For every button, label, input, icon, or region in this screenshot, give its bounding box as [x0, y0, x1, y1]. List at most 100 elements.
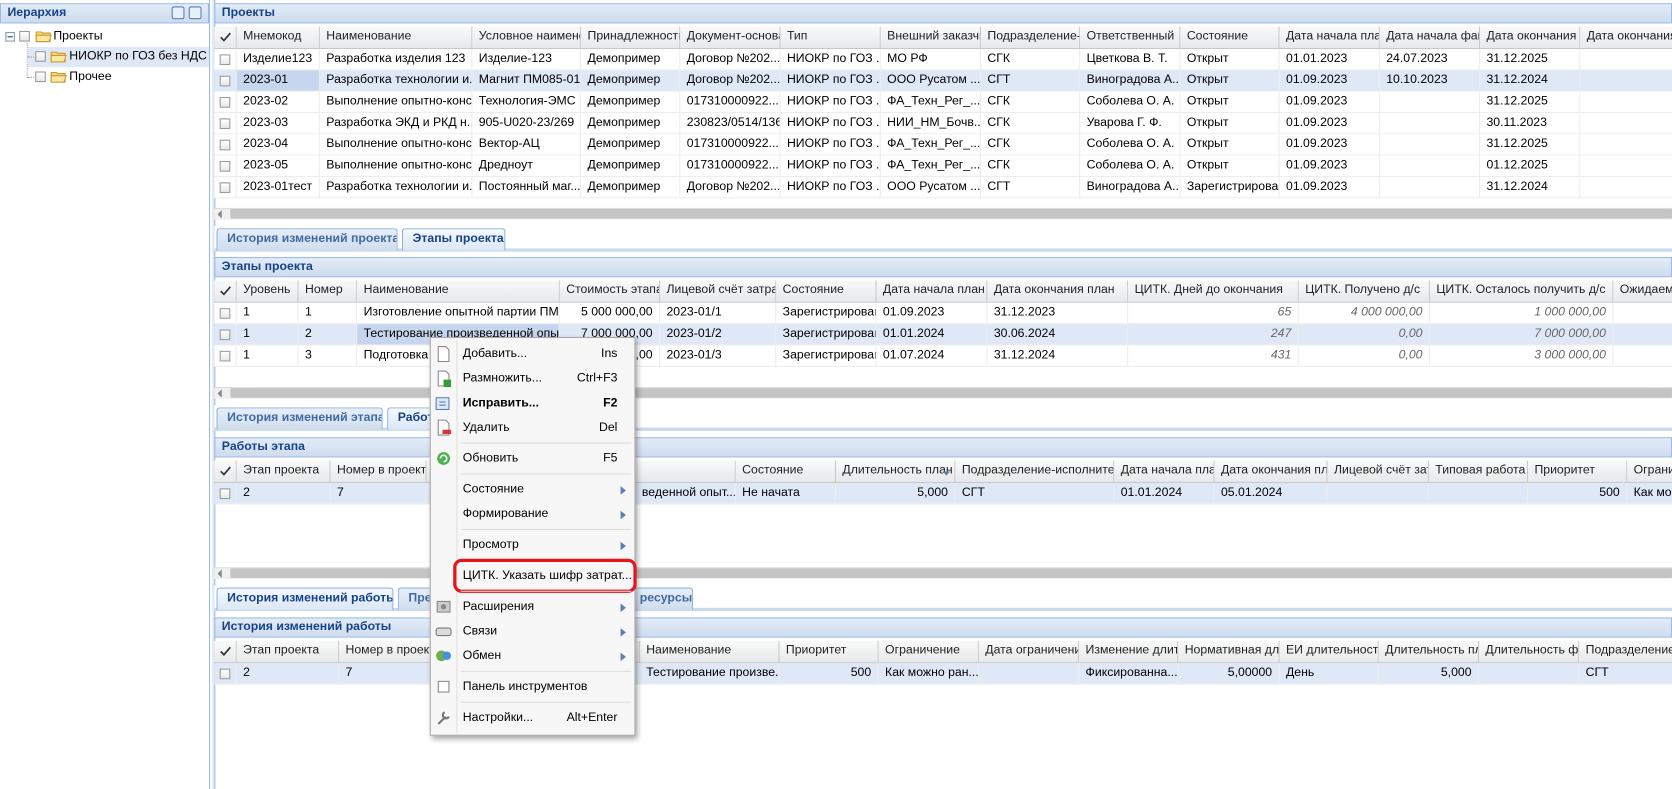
tab[interactable]: История изменений проекта: [216, 228, 398, 251]
column-header[interactable]: Лицевой счёт затр: [1327, 460, 1429, 484]
column-header[interactable]: Стоимость этапа: [559, 280, 661, 303]
row-checkbox[interactable]: [219, 182, 231, 194]
column-header[interactable]: Наименование: [357, 280, 560, 303]
column-header[interactable]: Длительность план: [836, 460, 956, 484]
tree-checkbox[interactable]: [35, 51, 46, 62]
menu-item[interactable]: Связи: [431, 620, 635, 645]
collapse-button[interactable]: [188, 6, 202, 20]
column-header[interactable]: Состояние: [735, 460, 837, 484]
menu-item[interactable]: Настройки... Alt+Enter: [431, 706, 635, 731]
column-header[interactable]: Ограни: [1627, 460, 1672, 484]
grid-row[interactable]: [214, 155, 1672, 178]
tree-checkbox[interactable]: [35, 71, 46, 83]
grid-row[interactable]: [214, 91, 1672, 114]
column-header[interactable]: Условное наименова: [472, 26, 582, 50]
row-checkbox[interactable]: [219, 75, 231, 87]
column-header[interactable]: Дата начала план.: [1279, 26, 1380, 50]
column-header[interactable]: Наименование: [319, 26, 473, 50]
menu-item[interactable]: Добавить... Ins: [431, 342, 635, 367]
tree-node-label[interactable]: Проекты: [53, 29, 103, 43]
menu-item[interactable]: Панель инструментов: [431, 675, 635, 700]
tab[interactable]: История изменений этапа: [216, 407, 383, 430]
column-header[interactable]: Номер: [298, 280, 358, 303]
scrollbar-thumb[interactable]: [230, 209, 1672, 219]
column-header[interactable]: Типовая работа: [1428, 460, 1529, 484]
column-header[interactable]: Документ-основан: [680, 26, 781, 50]
tree-node-label[interactable]: НИОКР по ГОЗ без НДС: [69, 50, 207, 63]
scrollbar-thumb[interactable]: [230, 388, 1672, 398]
row-checkbox[interactable]: [219, 161, 231, 172]
row-checkbox[interactable]: [219, 329, 231, 341]
column-header[interactable]: Приоритет: [1528, 460, 1628, 484]
menu-item[interactable]: Размножить... Ctrl+F3: [431, 367, 635, 392]
menu-item[interactable]: Обновить F5: [431, 447, 635, 472]
column-header[interactable]: Ограничение: [878, 640, 979, 664]
scrollbar-arrow[interactable]: [217, 569, 222, 578]
column-header[interactable]: Дата окончания пл: [1480, 26, 1581, 50]
scrollbar-thumb[interactable]: [230, 568, 1672, 578]
menu-item[interactable]: Просмотр: [431, 533, 635, 558]
column-header[interactable]: Этап проекта: [236, 460, 331, 484]
row-checkbox[interactable]: [219, 54, 231, 66]
tab[interactable]: Этапы проекта: [402, 228, 506, 251]
column-header[interactable]: ЕИ длительности: [1279, 640, 1379, 664]
column-header[interactable]: Состояние: [776, 280, 877, 303]
column-header[interactable]: Этап проекта: [236, 640, 340, 664]
grid-row[interactable]: [214, 70, 1672, 92]
column-header[interactable]: ЦИТК. Дней до окончания: [1128, 280, 1299, 303]
expand-button[interactable]: [171, 6, 185, 20]
column-header[interactable]: Дата начала план: [876, 280, 988, 303]
column-header[interactable]: Дата окончания план: [987, 280, 1129, 303]
column-header[interactable]: Мнемокод: [236, 26, 320, 50]
menu-item[interactable]: ЦИТК. Указать шифр затрат...: [431, 558, 637, 593]
column-header[interactable]: [635, 460, 736, 484]
grid-row[interactable]: [214, 49, 1672, 71]
column-header[interactable]: Лицевой счёт затрат: [660, 280, 777, 303]
scrollbar-arrow[interactable]: [217, 210, 222, 219]
row-checkbox[interactable]: [219, 488, 231, 500]
tab[interactable]: ресурсы: [629, 587, 694, 610]
column-header[interactable]: Тип: [780, 26, 881, 50]
column-header[interactable]: Дата окончания: [1580, 26, 1672, 50]
tab[interactable]: История изменений работы: [216, 587, 394, 610]
row-checkbox[interactable]: [219, 97, 231, 108]
column-header[interactable]: Номер в проекте: [339, 640, 438, 664]
column-header[interactable]: Наименование: [639, 640, 780, 664]
column-header[interactable]: Изменение длител: [1079, 640, 1179, 664]
grid-row[interactable]: [214, 113, 1672, 135]
menu-item[interactable]: Обмен: [431, 644, 635, 669]
column-header[interactable]: Внешний заказчик: [880, 26, 982, 50]
grid-row[interactable]: [214, 302, 1672, 325]
column-header[interactable]: Приоритет: [779, 640, 879, 664]
column-header[interactable]: Подразделение-исполнитель...: [955, 460, 1115, 484]
row-checkbox[interactable]: [219, 668, 231, 680]
column-header[interactable]: Дата начала факт: [1379, 26, 1481, 50]
column-header[interactable]: Уровень: [236, 280, 299, 303]
column-header[interactable]: Нормативная длит: [1178, 640, 1280, 664]
column-header[interactable]: Длительность фак: [1478, 640, 1580, 664]
column-header[interactable]: Подразделение-и: [1579, 640, 1672, 664]
column-header[interactable]: Принадлежность: [581, 26, 681, 50]
row-checkbox[interactable]: [219, 308, 231, 319]
menu-item[interactable]: Исправить... F2: [431, 391, 635, 416]
row-checkbox[interactable]: [219, 118, 231, 130]
menu-item[interactable]: Расширения: [431, 595, 635, 620]
column-header[interactable]: Состояние: [1180, 26, 1280, 50]
column-header[interactable]: Длительность пла: [1378, 640, 1479, 664]
column-header[interactable]: Дата ограничения: [978, 640, 1080, 664]
row-checkbox[interactable]: [219, 350, 231, 362]
menu-item[interactable]: Состояние: [431, 478, 635, 503]
column-header[interactable]: Подразделение-от: [981, 26, 1081, 50]
column-header[interactable]: Дата начала план.: [1114, 460, 1215, 484]
tree-checkbox[interactable]: [19, 30, 30, 42]
column-header[interactable]: ЦИТК. Получено д/с: [1298, 280, 1430, 303]
column-header[interactable]: Номер в проекте: [330, 460, 427, 484]
grid-row[interactable]: [214, 177, 1672, 199]
tree-node-label[interactable]: Прочее: [69, 70, 112, 84]
menu-item[interactable]: Удалить Del: [431, 416, 635, 441]
scrollbar-arrow[interactable]: [217, 389, 222, 398]
column-header[interactable]: Ответственный: [1080, 26, 1181, 50]
grid-row[interactable]: [214, 134, 1672, 156]
column-header[interactable]: ЦИТК. Осталось получить д/с: [1429, 280, 1614, 303]
column-header[interactable]: Дата окончания план: [1214, 460, 1328, 484]
